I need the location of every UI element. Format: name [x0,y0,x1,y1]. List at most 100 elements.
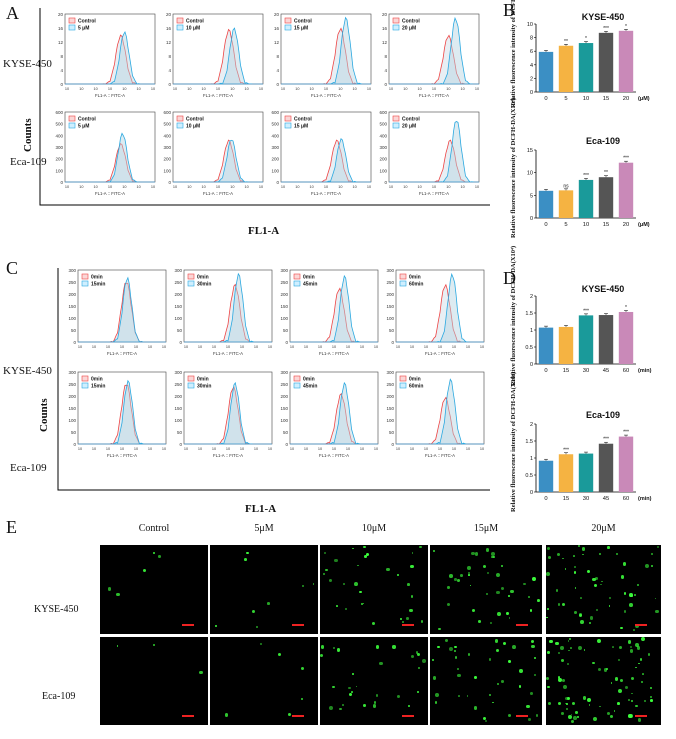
cell-spot [624,686,628,690]
panel-letter-c: C [6,258,19,278]
cell-spot [557,676,561,679]
hist-y-tick: 0 [60,180,63,185]
legend-label-control: 0min [197,377,209,383]
x-tick-label: 45 [603,496,609,502]
hist-x-tick: 10 [259,87,263,91]
cell-spot [567,663,569,666]
hist-frame [280,111,372,183]
cell-spot [526,704,530,709]
cell-spot [416,690,419,693]
cell-spot [567,696,571,700]
hist-x-tick: 10 [438,345,442,349]
cell-spot [560,646,565,650]
scale-bar [182,624,194,626]
cell-spot [399,617,402,621]
cell-spot [634,642,639,647]
treated-histogram [173,27,263,85]
legend-swatch-treated [392,122,400,129]
cell-spot [396,695,400,699]
hist-x-axis-label: FL1-A :: FITC-A [95,191,125,196]
hist-x-tick: 10 [438,447,442,451]
cell-spot [419,545,422,548]
cell-spot [631,692,634,695]
y-tick-label: 0.5 [525,345,533,351]
legend-label-control: Control [186,117,204,123]
hist-y-tick: 150 [386,304,394,309]
cell-spot [325,568,329,572]
cell-spot [278,653,282,657]
hist-y-tick: 150 [174,304,182,309]
treated-histogram [65,31,155,85]
hist-y-tick: 12 [58,40,64,45]
micrograph-r1-c5 [546,545,661,634]
cell-spot [467,574,470,577]
legend-swatch-treated [68,24,76,31]
cell-spot [614,677,619,682]
hist-y-tick: 500 [379,122,387,127]
significance-label: * [625,24,627,30]
cell-spot [107,587,112,591]
cell-spot [547,608,550,611]
hist-x-tick: 10 [148,345,152,349]
bar-chart-2: 0 5 10 15 0 ns 5 *** 10 ** 15 *** 20 (μM) [527,148,650,228]
hist-x-tick: 10 [78,345,82,349]
hist-x-tick: 10 [374,345,378,349]
legend-label-control: Control [78,19,96,25]
cell-spot [116,644,119,647]
cell-spot [493,556,496,559]
panel-letter-a: A [6,3,19,23]
cell-spot [457,579,460,582]
hist-x-tick: 10 [245,87,249,91]
cell-spot [655,609,659,614]
cell-spot [446,602,450,606]
cell-spot [574,587,577,589]
cell-spot [153,643,156,646]
cell-spot [225,713,229,717]
cell-spot [375,693,379,697]
y-tick-label: 0 [530,490,533,496]
hist-x-tick: 10 [122,185,126,189]
chart-b1-ylabel: Relative fluorescence intensity of DCFH-… [510,0,517,108]
legend-swatch-control [176,115,184,122]
hist-x-tick: 10 [452,345,456,349]
cell-spot [379,661,383,666]
bar [598,315,614,364]
hist-y-tick: 150 [280,406,288,411]
cell-spot [576,715,579,718]
cell-spot [322,572,326,576]
hist-x-tick: 10 [353,185,357,189]
hist-x-tick: 10 [290,447,294,451]
x-tick-label: 15 [563,496,569,502]
panel-c-frame [57,268,490,491]
hist-y-tick: 0 [179,340,182,345]
bar [618,30,634,92]
cell-spot [622,562,627,566]
cell-spot [331,685,335,689]
hist-x-tick: 10 [295,185,299,189]
legend-label-treated: 10 μM [186,26,200,32]
cell-spot [629,645,632,648]
cell-spot [508,713,512,718]
bar-chart-4: 0 0.5 1 1.5 2 0 *** 15 30 *** 45 *** 60 (min) [525,422,651,502]
cell-spot [488,693,491,696]
hist-x-tick: 10 [187,185,191,189]
treated-histogram [78,379,166,445]
hist-x-tick: 10 [151,87,155,91]
hist-y-tick: 200 [174,394,182,399]
hist-x-tick: 10 [318,447,322,451]
significance-label: * [625,305,627,311]
cell-spot [372,704,377,708]
cell-spot [375,645,379,649]
cell-spot [300,697,304,701]
legend-swatch-treated [284,24,292,31]
cell-spot [530,639,534,644]
legend-swatch-treated [81,280,89,287]
hist-x-tick: 10 [424,345,428,349]
legend-swatch-control [284,115,292,122]
hist-y-tick: 150 [68,304,76,309]
cell-spot [407,704,410,707]
hist-y-tick: 200 [68,394,76,399]
